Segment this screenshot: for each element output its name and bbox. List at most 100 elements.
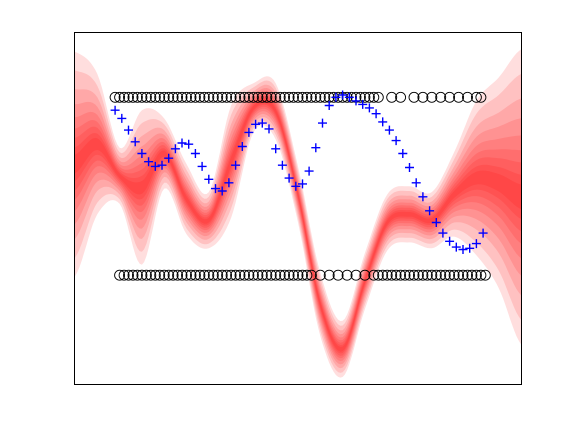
observation-upper-31: [243, 91, 255, 103]
observation-upper-4: [123, 91, 134, 103]
prediction-series: [110, 90, 488, 254]
observation-upper-44: [301, 91, 313, 103]
observation-upper-45: [305, 91, 317, 103]
observation-lower-57: [395, 269, 407, 281]
observation-lower-65: [430, 269, 442, 281]
prediction-point-35: [338, 90, 348, 100]
observation-upper-6: [131, 91, 143, 103]
observation-lower-38: [279, 269, 291, 281]
observation-lower-30: [243, 269, 255, 281]
observation-upper-1: [109, 91, 121, 103]
observation-lower-67: [439, 269, 451, 281]
observations-lower: [114, 269, 491, 281]
observation-lower-22: [207, 269, 219, 281]
observation-lower-35: [265, 269, 277, 281]
observation-upper-9: [145, 91, 157, 103]
observation-lower-61: [412, 269, 424, 281]
prediction-point-11: [177, 138, 187, 148]
observation-upper-24: [212, 91, 224, 103]
prediction-point-25: [271, 144, 281, 154]
prediction-point-6: [144, 157, 154, 167]
observation-upper-16: [176, 91, 188, 103]
band-level-5: [75, 90, 521, 362]
prediction-point-54: [465, 243, 475, 253]
observation-lower-46: [323, 269, 335, 281]
prediction-point-9: [164, 153, 174, 163]
observation-lower-1: [114, 269, 126, 281]
observation-lower-5: [131, 269, 143, 281]
observation-lower-17: [185, 269, 197, 281]
observation-upper-35: [261, 91, 273, 103]
prediction-point-51: [445, 236, 455, 246]
prediction-point-12: [184, 139, 194, 149]
prediction-point-52: [451, 242, 461, 252]
observation-upper-57: [359, 91, 371, 103]
observation-upper-64: [417, 91, 429, 103]
band-level-7: [75, 95, 521, 356]
observation-lower-56: [390, 269, 402, 281]
observation-upper-26: [221, 91, 233, 103]
observation-upper-48: [319, 91, 331, 103]
observation-lower-41: [292, 269, 304, 281]
band-level-3: [75, 84, 521, 369]
prediction-point-2: [117, 113, 127, 123]
observation-lower-74: [470, 269, 482, 281]
observation-upper-63: [408, 91, 420, 103]
prediction-point-7: [150, 161, 160, 171]
prediction-point-46: [411, 178, 421, 188]
observation-upper-70: [470, 91, 482, 103]
prediction-point-37: [351, 96, 361, 106]
prediction-point-49: [431, 218, 441, 227]
observation-upper-40: [283, 91, 295, 103]
prediction-point-31: [311, 143, 321, 153]
observation-lower-20: [198, 269, 210, 281]
prediction-point-41: [378, 117, 388, 127]
observation-lower-73: [466, 269, 478, 281]
observation-lower-71: [457, 269, 469, 281]
observation-lower-23: [212, 269, 224, 281]
observation-upper-58: [363, 91, 375, 103]
prediction-point-10: [170, 144, 180, 154]
band-level-6: [75, 93, 521, 359]
observation-upper-41: [288, 91, 299, 103]
prediction-point-48: [425, 206, 435, 216]
observation-lower-11: [158, 269, 170, 281]
observation-upper-27: [225, 91, 237, 103]
prediction-point-30: [304, 166, 314, 176]
band-level-2: [75, 70, 521, 373]
prediction-point-14: [197, 161, 207, 171]
observation-upper-25: [216, 91, 228, 103]
observation-upper-66: [435, 91, 447, 103]
observation-lower-8: [145, 269, 157, 281]
observation-upper-36: [265, 91, 277, 103]
observation-lower-29: [239, 269, 250, 281]
observation-lower-13: [167, 269, 179, 281]
observation-lower-7: [140, 269, 152, 281]
prediction-point-27: [284, 173, 294, 183]
prediction-point-55: [471, 239, 481, 249]
observation-lower-54: [381, 269, 393, 281]
observation-lower-53: [377, 269, 389, 281]
observation-lower-19: [194, 269, 206, 281]
observation-upper-71: [475, 91, 487, 103]
observation-lower-2: [118, 269, 130, 281]
observation-upper-18: [185, 91, 197, 103]
prediction-point-5: [137, 149, 147, 158]
band-level-4: [75, 88, 521, 365]
prediction-point-1: [110, 105, 120, 115]
observation-lower-68: [444, 269, 456, 281]
observation-upper-11: [154, 91, 166, 103]
prediction-point-36: [344, 92, 354, 102]
observation-upper-46: [310, 91, 322, 103]
observation-upper-22: [203, 91, 215, 103]
observation-lower-63: [421, 269, 433, 281]
observation-lower-51: [368, 269, 380, 281]
prediction-point-32: [318, 118, 327, 128]
observation-upper-8: [140, 91, 152, 103]
observation-upper-62: [395, 91, 407, 103]
observation-lower-64: [426, 269, 438, 281]
prediction-point-26: [277, 160, 287, 170]
prediction-point-16: [211, 184, 220, 194]
observation-lower-6: [136, 269, 148, 281]
